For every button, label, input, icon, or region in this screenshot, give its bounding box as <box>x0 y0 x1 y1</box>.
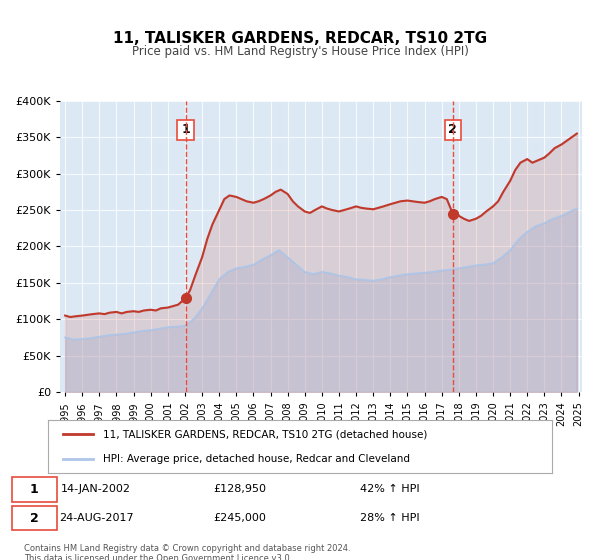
Text: This data is licensed under the Open Government Licence v3.0.: This data is licensed under the Open Gov… <box>24 554 292 560</box>
Text: 28% ↑ HPI: 28% ↑ HPI <box>360 513 420 523</box>
FancyBboxPatch shape <box>12 477 57 502</box>
Text: HPI: Average price, detached house, Redcar and Cleveland: HPI: Average price, detached house, Redc… <box>103 454 410 464</box>
Text: 1: 1 <box>30 483 38 496</box>
Text: £128,950: £128,950 <box>214 484 266 494</box>
Text: 11, TALISKER GARDENS, REDCAR, TS10 2TG (detached house): 11, TALISKER GARDENS, REDCAR, TS10 2TG (… <box>103 430 428 440</box>
Text: 11, TALISKER GARDENS, REDCAR, TS10 2TG: 11, TALISKER GARDENS, REDCAR, TS10 2TG <box>113 31 487 46</box>
Text: 2: 2 <box>30 512 38 525</box>
Text: £245,000: £245,000 <box>214 513 266 523</box>
Text: 1: 1 <box>181 123 190 137</box>
FancyBboxPatch shape <box>12 506 57 530</box>
Text: 42% ↑ HPI: 42% ↑ HPI <box>360 484 420 494</box>
Text: 24-AUG-2017: 24-AUG-2017 <box>59 513 133 523</box>
Text: Contains HM Land Registry data © Crown copyright and database right 2024.: Contains HM Land Registry data © Crown c… <box>24 544 350 553</box>
Text: Price paid vs. HM Land Registry's House Price Index (HPI): Price paid vs. HM Land Registry's House … <box>131 45 469 58</box>
Text: 14-JAN-2002: 14-JAN-2002 <box>61 484 131 494</box>
Text: 2: 2 <box>448 123 457 137</box>
